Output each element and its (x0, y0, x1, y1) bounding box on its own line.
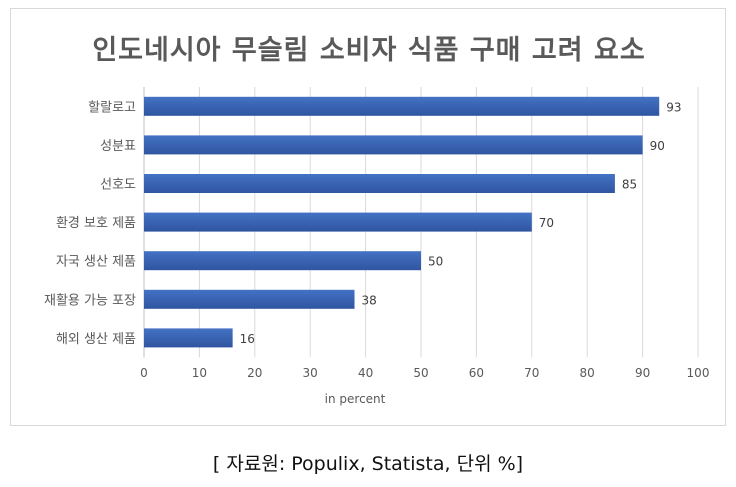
x-tick-label: 10 (192, 366, 207, 380)
data-label: 50 (428, 255, 443, 269)
x-tick-label: 100 (687, 366, 710, 380)
y-category-label: 재활용 가능 포장 (44, 293, 136, 308)
x-tick-label: 40 (358, 366, 373, 380)
data-label: 38 (362, 293, 377, 307)
x-axis-title: in percent (325, 392, 386, 406)
chart-title: 인도네시아 무슬림 소비자 식품 구매 고려 요소 (92, 35, 646, 66)
x-tick-label: 0 (140, 366, 148, 380)
bar-chart: 0 10 20 30 40 50 60 70 80 90 100 할랄로고 93 성분표 90 선호도 85 환경… (44, 87, 710, 406)
bar (144, 135, 643, 155)
chart-frame: 인도네시아 무슬림 소비자 식품 구매 고려 요소 0 10 20 30 40 50 60 7… (10, 8, 726, 426)
bar (144, 328, 233, 348)
data-label: 85 (622, 178, 637, 192)
x-tick-label: 50 (413, 366, 428, 380)
x-tick-label: 30 (303, 366, 318, 380)
x-tick-label: 70 (524, 366, 539, 380)
data-label: 90 (650, 139, 665, 153)
x-tick-label: 80 (580, 366, 595, 380)
bar (144, 289, 355, 309)
bar (144, 96, 660, 116)
y-category-label: 선호도 (100, 178, 136, 193)
y-category-label: 할랄로고 (88, 100, 136, 115)
x-tick-label: 60 (469, 366, 484, 380)
y-category-label: 해외 생산 제품 (56, 332, 136, 347)
bar (144, 251, 421, 271)
bar (144, 174, 615, 193)
data-label: 93 (666, 100, 681, 114)
bar (144, 212, 532, 232)
data-label: 16 (240, 332, 255, 346)
y-category-label: 자국 생산 제품 (56, 255, 136, 270)
x-tick-label: 90 (635, 366, 650, 380)
y-category-label: 성분표 (100, 139, 136, 154)
source-caption: [ 자료원: Populix, Statista, 단위 %] (212, 453, 524, 475)
y-category-label: 환경 보호 제품 (56, 216, 136, 231)
x-tick-label: 20 (247, 366, 262, 380)
data-label: 70 (539, 216, 554, 230)
